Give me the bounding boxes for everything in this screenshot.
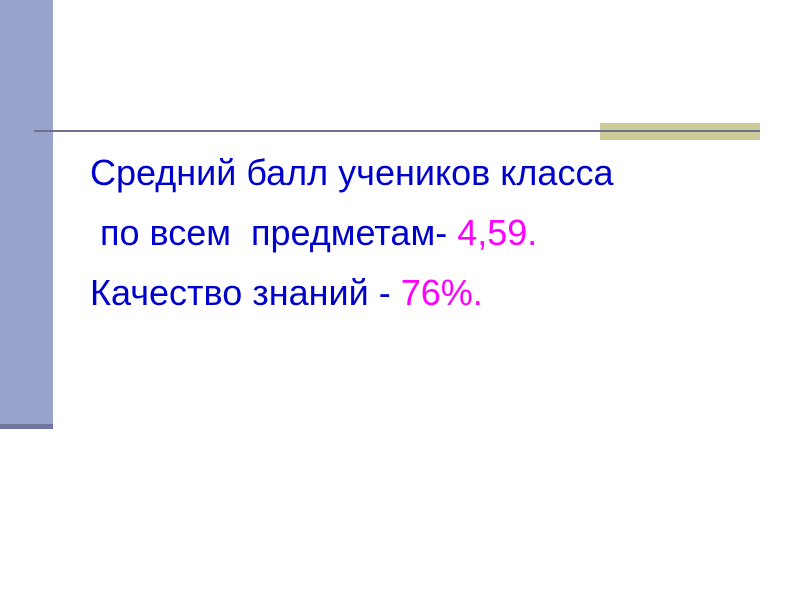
average-grade-line-2: по всем предметам- 4,59. xyxy=(90,213,537,253)
average-grade-value: 4,59. xyxy=(457,212,538,253)
sidebar-bottom-edge xyxy=(0,424,53,429)
knowledge-quality-label: Качество знаний - xyxy=(90,272,401,313)
title-divider xyxy=(34,130,760,132)
average-grade-label: по всем предметам- xyxy=(90,212,458,253)
knowledge-quality-value: 76%. xyxy=(400,272,483,313)
average-grade-line-1: Средний балл учеников класса xyxy=(90,152,614,193)
knowledge-quality-line: Качество знаний - 76%. xyxy=(90,273,483,313)
sidebar-decoration xyxy=(0,0,53,424)
